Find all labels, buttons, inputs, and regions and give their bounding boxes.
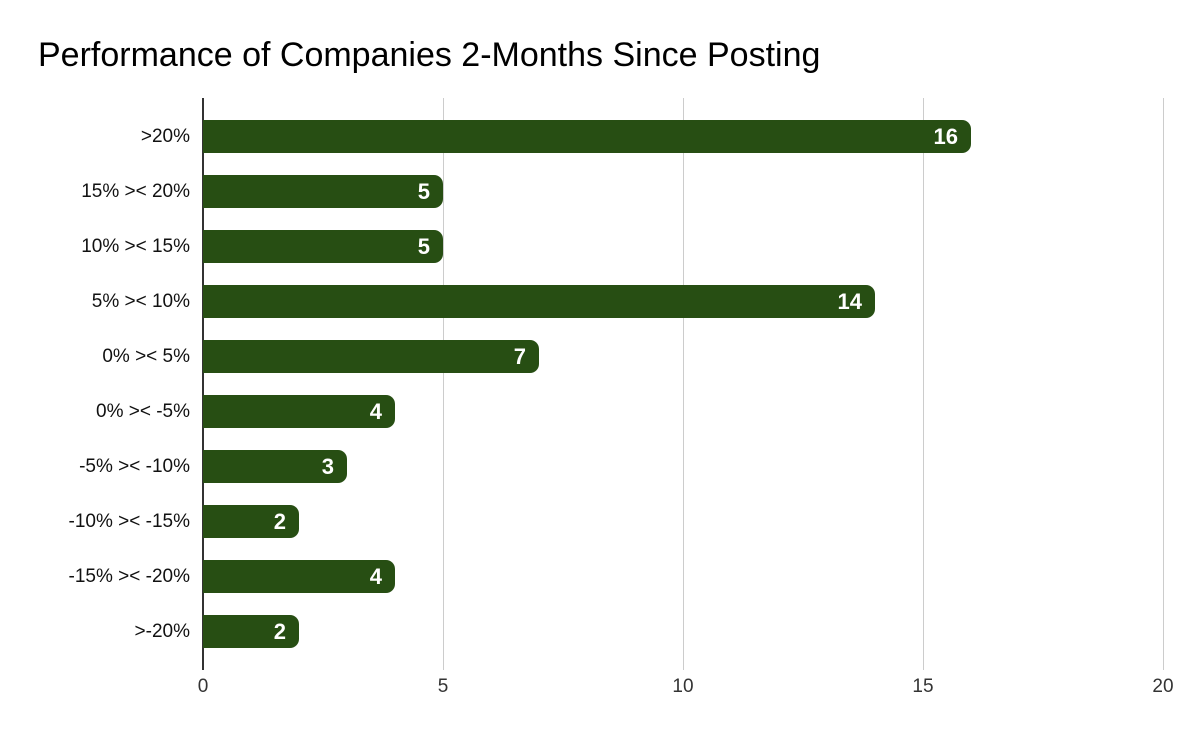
bar-row: 16 (203, 109, 1163, 164)
axis-tick (683, 662, 684, 670)
chart-title: Performance of Companies 2-Months Since … (38, 36, 821, 74)
bar-row: 5 (203, 219, 1163, 274)
bar: 4 (203, 395, 395, 428)
bar-row: 5 (203, 164, 1163, 219)
bar: 2 (203, 615, 299, 648)
bar: 14 (203, 285, 875, 318)
bar-row: 4 (203, 384, 1163, 439)
bar: 2 (203, 505, 299, 538)
axis-tick (923, 662, 924, 670)
gridline (443, 98, 444, 662)
bar-row: 2 (203, 494, 1163, 549)
gridline (1163, 98, 1164, 662)
category-label: 10% >< 15% (81, 235, 190, 257)
category-label: -15% >< -20% (68, 565, 190, 587)
bar-value-label: 4 (369, 398, 382, 424)
plot-area: 0 5 10 15 20 (198, 98, 1174, 696)
gridline (683, 98, 684, 662)
bar-value-label: 7 (513, 343, 526, 369)
category-label: >-20% (134, 620, 190, 642)
x-tick-label: 10 (672, 676, 694, 697)
bar-value-label: 2 (273, 508, 286, 534)
axis-tick (202, 662, 204, 670)
bar: 3 (203, 450, 347, 483)
bar: 5 (203, 175, 443, 208)
bar-value-label: 14 (837, 288, 862, 314)
bar-value-label: 3 (321, 453, 334, 479)
y-axis-line (202, 98, 204, 662)
axis-tick (443, 662, 444, 670)
bar-value-label: 2 (273, 618, 286, 644)
bar: 4 (203, 560, 395, 593)
x-tick-label: 15 (912, 676, 934, 697)
bar-row: 3 (203, 439, 1163, 494)
category-label: 15% >< 20% (81, 180, 190, 202)
bar-row: 7 (203, 329, 1163, 384)
axis-tick (1163, 662, 1164, 670)
bar: 16 (203, 120, 971, 153)
bar-row: 4 (203, 549, 1163, 604)
category-label: 0% >< -5% (96, 400, 190, 422)
bar: 5 (203, 230, 443, 263)
bar-value-label: 5 (417, 233, 430, 259)
x-tick-label: 20 (1152, 676, 1174, 697)
bar-value-label: 16 (933, 123, 958, 149)
category-label: >20% (140, 125, 190, 147)
category-label: -5% >< -10% (79, 455, 190, 477)
bar-row: 14 (203, 274, 1163, 329)
bars-container: 16 5 5 14 7 4 3 2 4 2 (203, 109, 1163, 659)
bar-value-label: 5 (417, 178, 430, 204)
bar-row: 2 (203, 604, 1163, 659)
bar: 7 (203, 340, 539, 373)
category-labels: >20% 15% >< 20% 10% >< 15% 5% >< 10% 0% >< 5… (0, 109, 190, 659)
bar-value-label: 4 (369, 563, 382, 589)
x-tick-label: 5 (437, 676, 449, 697)
x-tick-label: 0 (197, 676, 209, 697)
category-label: 0% >< 5% (102, 345, 190, 367)
category-label: 5% >< 10% (91, 290, 190, 312)
category-label: -10% >< -15% (68, 510, 190, 532)
gridline (923, 98, 924, 662)
